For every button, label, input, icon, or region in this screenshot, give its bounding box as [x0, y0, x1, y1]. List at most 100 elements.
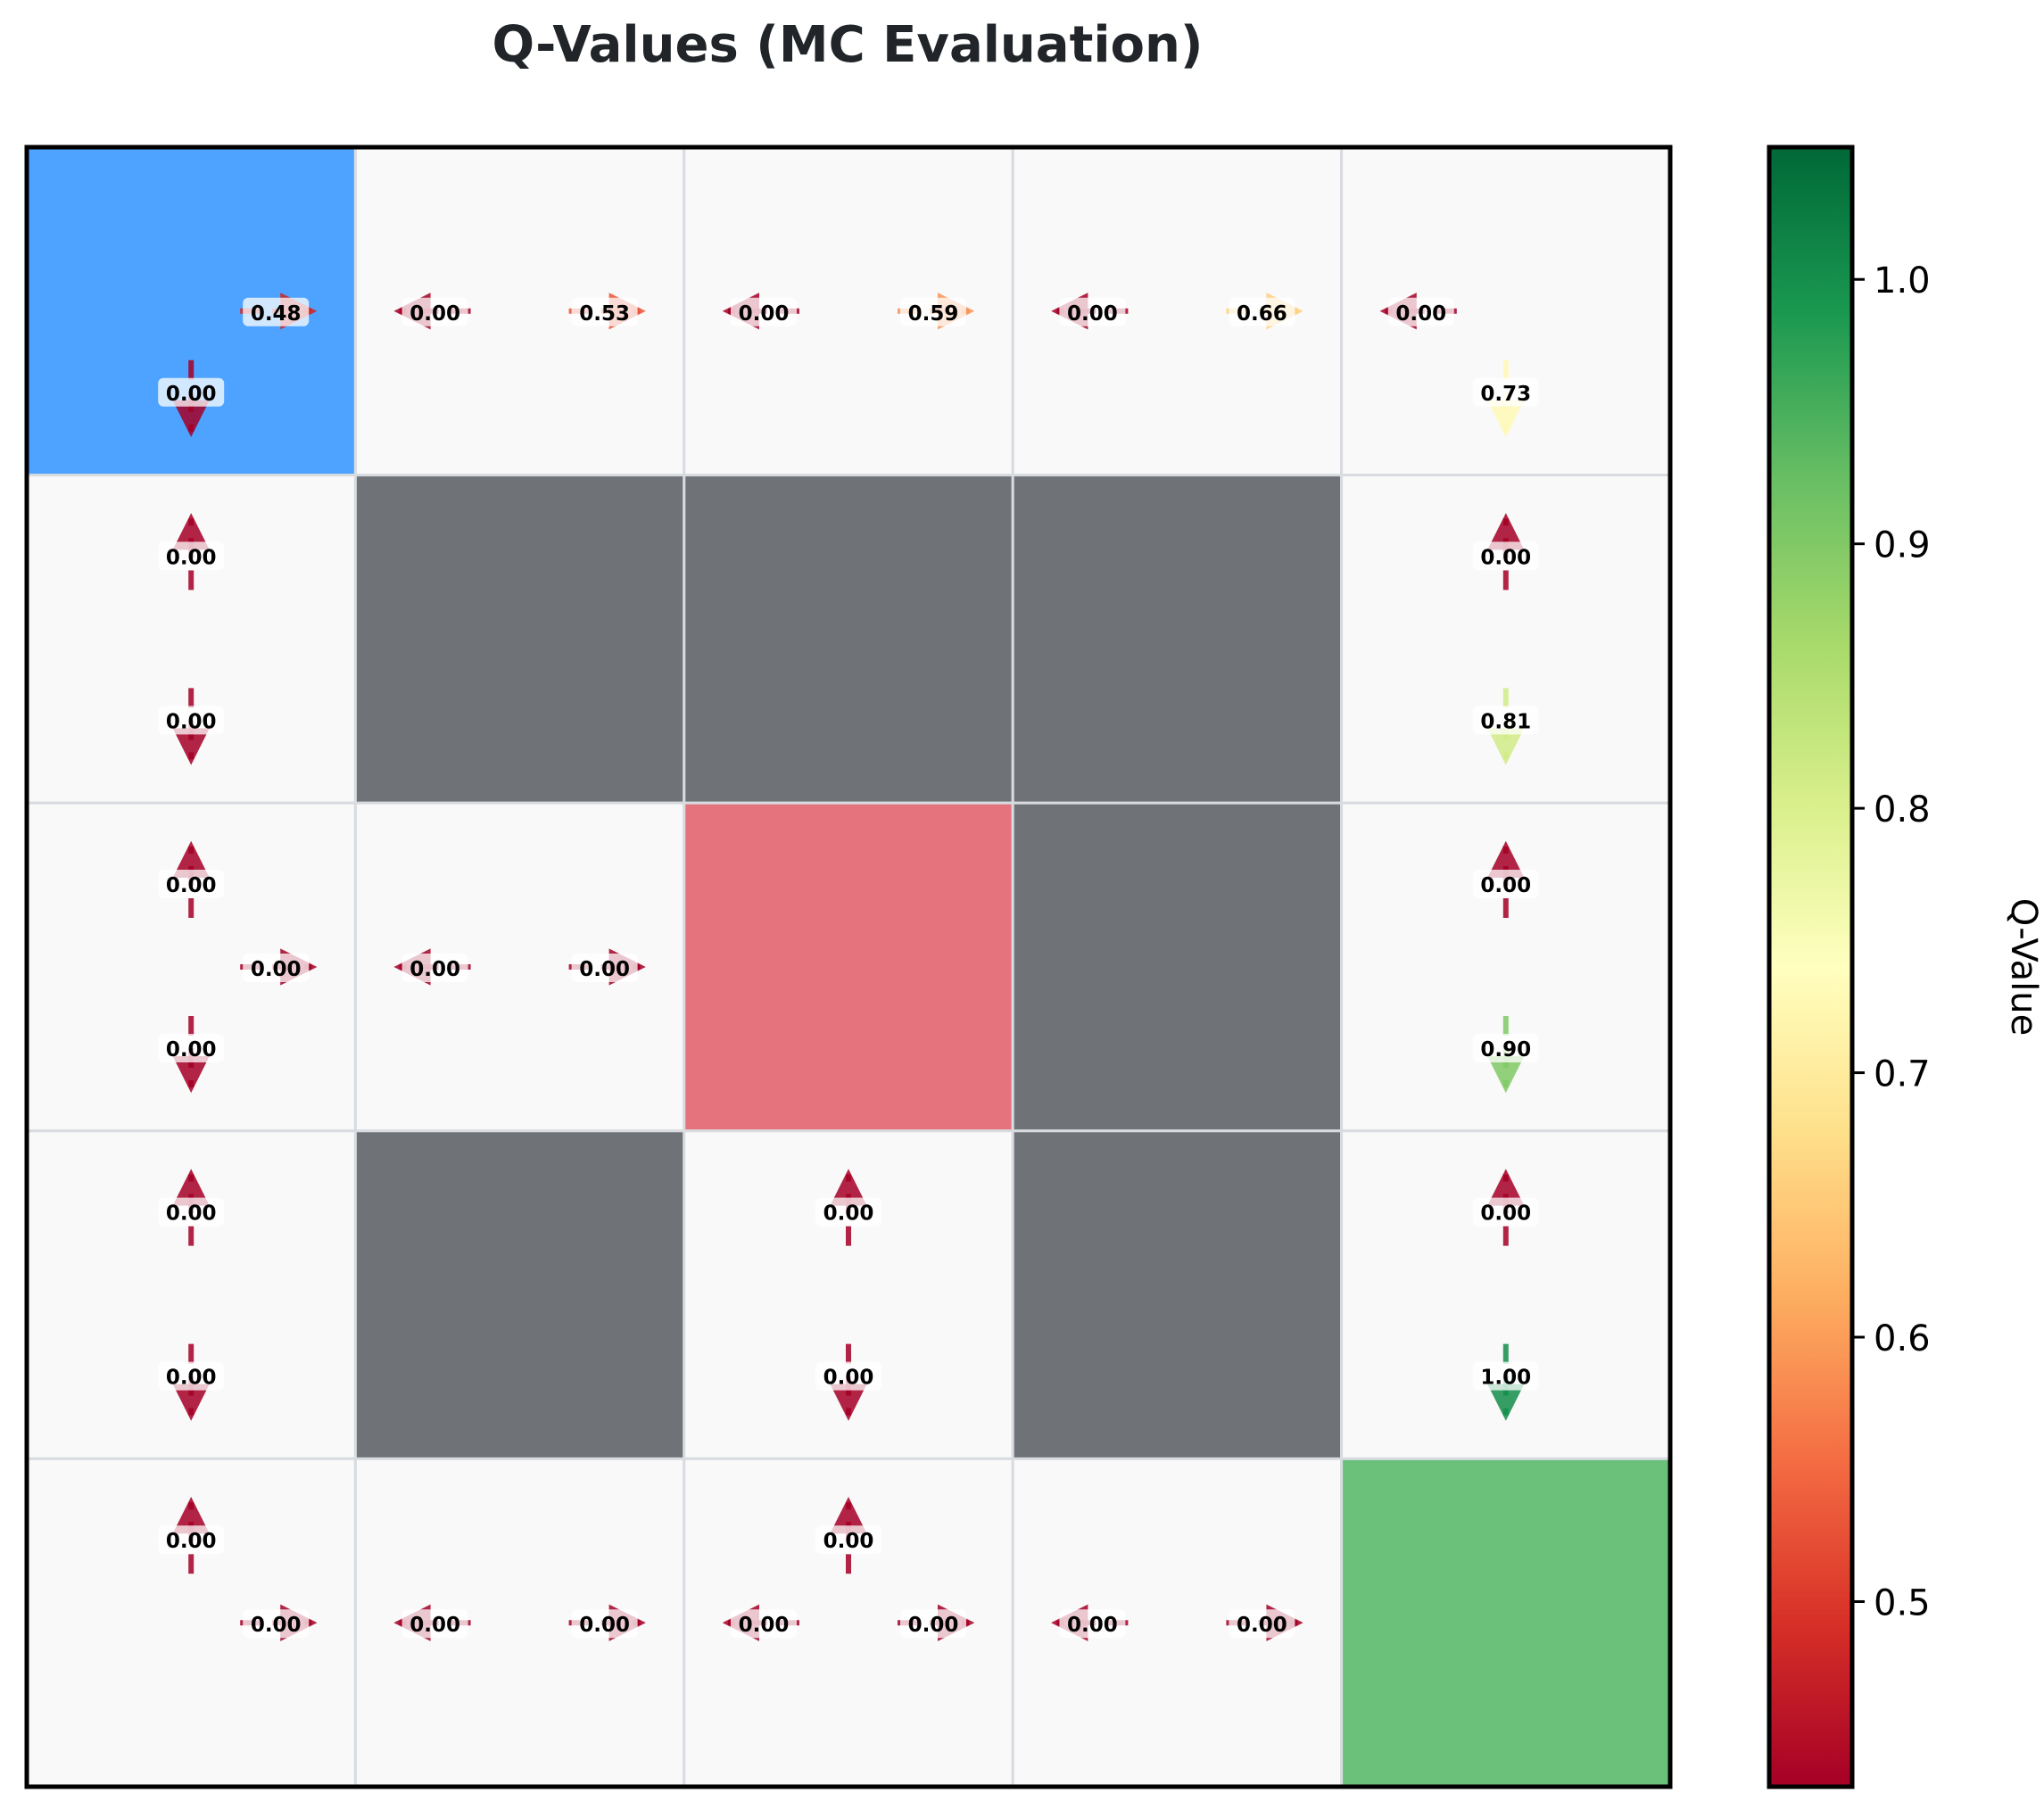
chart-title: Q-Values (MC Evaluation) — [492, 16, 1204, 74]
q-value-label-bg — [401, 1609, 468, 1639]
q-value-label: 0.00 — [166, 1038, 217, 1061]
cell-wall-r3c3 — [1011, 1129, 1344, 1460]
cell-wall-r1c1 — [353, 474, 686, 805]
q-value-label: 0.00 — [1480, 874, 1531, 897]
q-value-label-bg — [158, 377, 225, 407]
q-value-label: 0.81 — [1480, 710, 1531, 733]
q-arrow-down-r3c4: 1.00 — [1472, 1343, 1539, 1421]
q-value-label: 0.00 — [166, 546, 217, 569]
cell-wall-r3c1 — [353, 1129, 686, 1460]
q-value-label-bg — [571, 954, 638, 982]
colorbar-tick-label: 0.5 — [1874, 1582, 1931, 1623]
q-value-label-bg — [243, 954, 310, 982]
q-arrow-right-r2c0: 0.00 — [240, 948, 318, 986]
q-value-label: 0.00 — [823, 1202, 874, 1226]
q-value-label: 0.00 — [410, 302, 460, 326]
q-value-label: 0.00 — [1067, 302, 1118, 326]
q-value-label-bg — [1472, 377, 1539, 407]
q-value-label: 0.00 — [251, 1614, 302, 1637]
q-arrow-right-r4c1: 0.00 — [568, 1604, 646, 1641]
q-value-label: 0.00 — [1067, 1614, 1118, 1637]
q-arrow-up-r3c2: 0.00 — [815, 1169, 881, 1246]
q-value-label: 0.00 — [579, 1614, 630, 1637]
q-value-label: 0.90 — [1480, 1038, 1531, 1061]
q-arrow-down-r2c0: 0.00 — [158, 1016, 225, 1094]
q-arrow-left-r0c2: 0.00 — [722, 293, 799, 330]
q-arrow-right-r0c0: 0.48 — [240, 293, 318, 330]
q-arrow-up-r3c4: 0.00 — [1472, 1169, 1539, 1246]
colorbar-tick-label: 0.9 — [1874, 525, 1931, 566]
q-value-label-bg — [158, 870, 225, 898]
q-value-label-bg — [731, 1609, 797, 1639]
colorbar-label: Q-Value — [2003, 898, 2044, 1037]
q-value-label: 0.00 — [166, 383, 217, 406]
q-value-label-bg — [1387, 297, 1454, 326]
q-value-label: 0.00 — [739, 302, 790, 326]
q-value-label: 0.48 — [251, 302, 302, 326]
q-value-label-bg — [731, 297, 797, 326]
colorbar-gradient — [1767, 145, 1855, 1789]
q-value-label-bg — [401, 297, 468, 326]
q-arrow-left-r4c3: 0.00 — [1051, 1604, 1129, 1641]
q-arrow-right-r4c2: 0.00 — [898, 1604, 975, 1641]
q-arrow-left-r0c3: 0.00 — [1051, 293, 1129, 330]
q-value-label-bg — [571, 297, 638, 326]
q-value-label-bg — [1229, 297, 1295, 326]
q-arrow-right-r4c3: 0.00 — [1226, 1604, 1303, 1641]
q-value-label: 0.00 — [166, 1202, 217, 1226]
q-value-label-bg — [1472, 1197, 1539, 1227]
cell-wall-r1c3 — [1011, 474, 1344, 805]
q-value-label: 0.00 — [1237, 1614, 1287, 1637]
q-arrow-up-r2c4: 0.00 — [1472, 840, 1539, 918]
q-value-label: 0.53 — [579, 302, 630, 326]
q-value-label-bg — [1472, 870, 1539, 898]
colorbar-tick-label: 0.7 — [1874, 1054, 1931, 1095]
q-value-label: 0.00 — [1480, 546, 1531, 569]
q-arrow-right-r0c1: 0.53 — [568, 293, 646, 330]
q-arrow-right-r0c2: 0.59 — [898, 293, 975, 330]
q-value-label-bg — [158, 1525, 225, 1555]
q-value-label-bg — [1229, 1609, 1295, 1639]
q-value-label-bg — [401, 954, 468, 982]
q-value-label-bg — [900, 1609, 966, 1639]
colorbar-tick-label: 0.8 — [1874, 789, 1931, 830]
q-value-label-bg — [571, 1609, 638, 1639]
q-arrow-up-r4c0: 0.00 — [158, 1496, 225, 1574]
q-value-label: 0.00 — [1395, 302, 1446, 326]
q-value-label-bg — [815, 1197, 881, 1227]
q-value-label-bg — [815, 1525, 881, 1555]
q-value-label: 0.00 — [251, 958, 302, 981]
q-value-label: 0.00 — [739, 1614, 790, 1637]
q-value-label: 0.00 — [410, 958, 460, 981]
q-arrow-down-r1c0: 0.00 — [158, 688, 225, 765]
q-value-label-bg — [158, 706, 225, 735]
q-arrow-down-r3c0: 0.00 — [158, 1343, 225, 1421]
q-value-label: 0.00 — [166, 1530, 217, 1553]
q-value-label-bg — [158, 1034, 225, 1062]
q-value-label: 0.00 — [1480, 1202, 1531, 1226]
q-arrow-up-r2c0: 0.00 — [158, 840, 225, 918]
q-arrow-right-r0c3: 0.66 — [1226, 293, 1303, 330]
q-arrow-down-r0c4: 0.73 — [1472, 359, 1539, 438]
q-value-label: 0.00 — [823, 1530, 874, 1553]
q-value-label: 0.59 — [908, 302, 959, 326]
cell-wall-r2c3 — [1011, 801, 1344, 1133]
colorbar-tick-label: 0.6 — [1874, 1318, 1931, 1359]
q-arrow-up-r4c2: 0.00 — [815, 1496, 881, 1574]
q-arrow-left-r0c1: 0.00 — [393, 293, 471, 330]
q-arrow-up-r3c0: 0.00 — [158, 1169, 225, 1246]
q-arrow-down-r0c0: 0.00 — [158, 359, 225, 438]
q-value-label: 0.73 — [1480, 383, 1531, 406]
q-value-label: 0.00 — [166, 710, 217, 733]
q-value-label: 0.00 — [410, 1614, 460, 1637]
q-arrow-down-r3c2: 0.00 — [815, 1343, 881, 1421]
q-value-arrows: 0.48 0.00 0.00 0.53 0.00 0.59 0.00 0.66 0.00 0.73… — [158, 293, 1539, 1641]
q-arrow-up-r1c4: 0.00 — [1472, 513, 1539, 591]
q-arrow-left-r4c2: 0.00 — [722, 1604, 799, 1641]
q-value-label-bg — [1472, 1034, 1539, 1062]
q-value-label-bg — [1472, 1361, 1539, 1391]
q-arrow-up-r1c0: 0.00 — [158, 513, 225, 591]
q-value-label-bg — [815, 1361, 881, 1391]
q-arrow-down-r1c4: 0.81 — [1472, 688, 1539, 765]
